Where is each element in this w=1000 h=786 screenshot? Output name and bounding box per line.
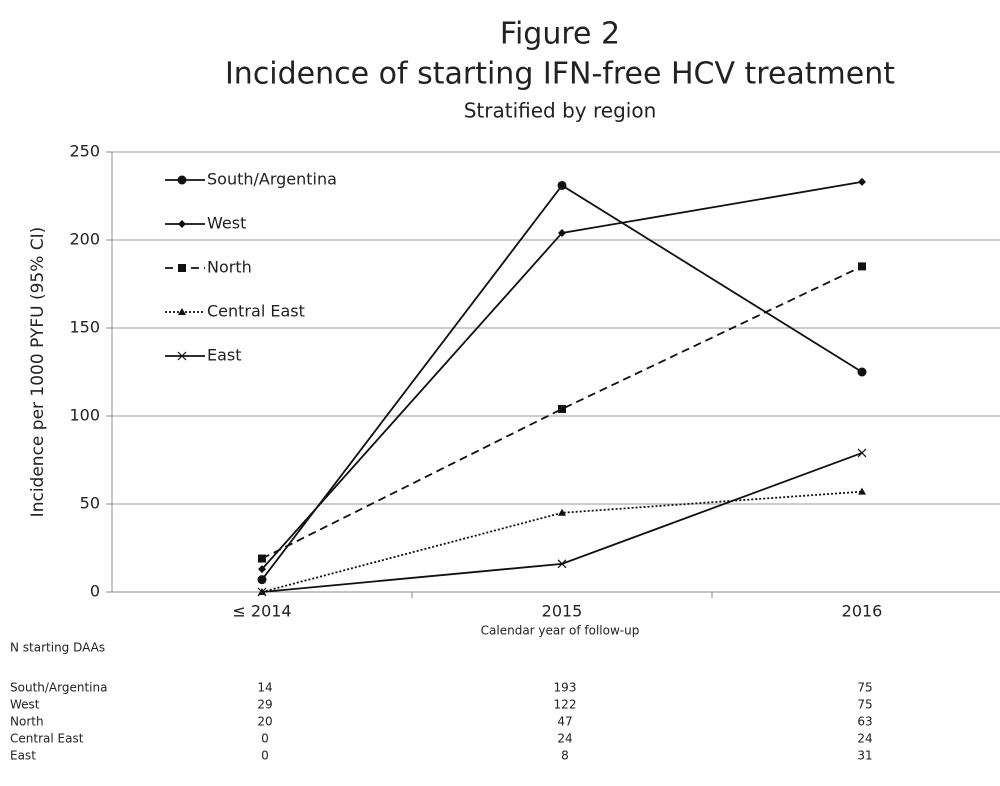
- table-cell: 24: [557, 732, 572, 746]
- marker: [258, 554, 266, 563]
- x-tick-label: 2016: [842, 602, 883, 621]
- table-cell: 75: [857, 681, 872, 695]
- x-tick-label: ≤ 2014: [232, 602, 291, 621]
- legend-marker: [177, 351, 187, 361]
- marker: [258, 565, 266, 574]
- table-row-label: East: [10, 749, 36, 763]
- table-cell: 0: [261, 749, 269, 763]
- table-cell: 29: [257, 698, 272, 712]
- x-axis-label: Calendar year of follow-up: [481, 624, 640, 638]
- legend-marker: [177, 175, 187, 185]
- marker: [557, 559, 567, 569]
- legend-label: Central East: [207, 302, 305, 321]
- y-tick-label: 200: [69, 230, 100, 249]
- x-tick-label: 2015: [542, 602, 583, 621]
- y-axis-label: Incidence per 1000 PYFU (95% CI): [28, 227, 48, 518]
- table-row-label: Central East: [10, 732, 84, 746]
- series-line: [261, 490, 863, 593]
- series-line: [261, 452, 863, 593]
- table-cell: 0: [261, 732, 269, 746]
- table-cell: 122: [554, 698, 577, 712]
- marker: [858, 177, 866, 186]
- legend-marker: [178, 308, 186, 315]
- legend-marker: [178, 220, 186, 228]
- legend-label: South/Argentina: [207, 170, 337, 189]
- legend-label: East: [207, 346, 242, 365]
- legend-label: North: [207, 258, 252, 277]
- marker: [257, 575, 267, 585]
- marker: [557, 180, 567, 190]
- marker: [558, 228, 566, 237]
- series-line: [261, 265, 863, 560]
- marker: [858, 487, 866, 495]
- table-row-label: West: [10, 698, 40, 712]
- chart-subtitle: Incidence of starting IFN-free HCV treat…: [225, 57, 895, 92]
- table-cell: 63: [857, 715, 872, 729]
- legend-marker: [178, 264, 186, 272]
- y-tick-label: 150: [69, 318, 100, 337]
- y-tick-label: 250: [69, 142, 100, 161]
- legend-label: West: [207, 214, 246, 233]
- table-row-label: North: [10, 715, 44, 729]
- table-title: N starting DAAs: [10, 641, 105, 655]
- marker: [858, 262, 866, 271]
- table-cell: 8: [561, 749, 569, 763]
- marker: [857, 367, 867, 377]
- table-cell: 31: [857, 749, 872, 763]
- marker: [857, 448, 867, 458]
- chart-title: Figure 2: [500, 17, 620, 52]
- marker: [257, 587, 267, 597]
- table-cell: 193: [554, 681, 577, 695]
- table-row-label: South/Argentina: [10, 681, 107, 695]
- marker: [558, 508, 566, 516]
- y-tick-label: 50: [80, 494, 100, 513]
- table-cell: 75: [857, 698, 872, 712]
- table-cell: 24: [857, 732, 872, 746]
- table-cell: 20: [257, 715, 272, 729]
- chart-note: Stratified by region: [464, 99, 657, 123]
- table-cell: 14: [257, 681, 272, 695]
- series-line: [261, 184, 863, 581]
- marker: [558, 404, 566, 413]
- table-cell: 47: [557, 715, 572, 729]
- y-tick-label: 0: [90, 582, 100, 601]
- y-tick-label: 100: [69, 406, 100, 425]
